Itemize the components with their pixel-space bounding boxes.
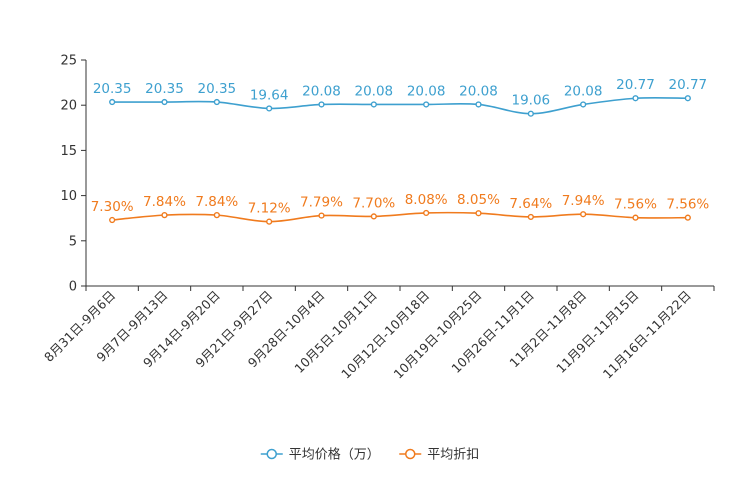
data-point[interactable]	[423, 101, 430, 108]
data-label: 7.84%	[143, 194, 186, 210]
legend-item-1[interactable]: 平均价格（万）	[260, 447, 380, 463]
data-point[interactable]	[161, 212, 168, 219]
legend[interactable]: 平均价格（万） 平均折扣	[260, 447, 480, 463]
x-tick-label: 11月16日-11月22日	[600, 288, 694, 382]
data-point[interactable]	[266, 105, 273, 112]
data-point[interactable]	[684, 95, 691, 102]
x-tick-label: 10月12日-10月18日	[338, 288, 432, 382]
data-point[interactable]	[632, 95, 639, 102]
series-line	[112, 211, 688, 223]
data-label: 20.77	[616, 77, 655, 93]
data-label: 20.08	[407, 83, 446, 99]
legend-marker-icon	[266, 448, 277, 460]
data-point[interactable]	[161, 98, 168, 106]
data-label: 19.06	[512, 93, 551, 109]
data-label: 20.35	[93, 81, 132, 97]
legend-label: 平均价格（万）	[289, 447, 380, 463]
data-label: 8.08%	[405, 192, 448, 208]
y-tick-label: 5	[69, 234, 77, 249]
data-point[interactable]	[580, 211, 587, 218]
x-axis: 8月31日-9月6日9月7日-9月13日9月14日-9月20日9月21日-9月2…	[41, 286, 715, 382]
series-layer: 20.35 20.35 20.35 19.64 20.08 20.08 20.08 20.08…	[91, 77, 709, 225]
data-point[interactable]	[527, 110, 534, 117]
data-point[interactable]	[423, 209, 430, 217]
y-tick-label: 0	[69, 280, 77, 295]
series-line	[112, 96, 688, 115]
data-label: 7.79%	[300, 195, 343, 211]
legend-item-2[interactable]: 平均折扣	[399, 448, 479, 463]
data-label: 20.08	[564, 83, 603, 99]
data-point[interactable]	[109, 216, 116, 224]
data-point[interactable]	[580, 101, 587, 108]
data-point[interactable]	[370, 101, 377, 108]
data-label: 20.77	[669, 77, 708, 93]
data-point[interactable]	[266, 218, 273, 225]
data-point[interactable]	[527, 213, 534, 221]
y-tick-label: 10	[60, 189, 77, 204]
y-tick-label: 15	[60, 144, 77, 159]
y-tick-label: 20	[60, 99, 77, 114]
data-label: 7.94%	[562, 193, 605, 209]
data-point[interactable]	[318, 101, 325, 108]
data-point[interactable]	[318, 212, 325, 219]
x-tick-label: 10月19日-10月25日	[390, 288, 484, 382]
data-label: 7.56%	[614, 197, 657, 213]
data-label: 7.12%	[248, 201, 291, 217]
data-label: 20.08	[355, 83, 394, 99]
data-label: 20.35	[145, 81, 184, 97]
data-point[interactable]	[632, 214, 639, 221]
data-point[interactable]	[109, 98, 116, 106]
data-point[interactable]	[684, 214, 691, 221]
legend-marker-icon	[405, 448, 416, 460]
y-axis: 0 5 10 15 20 25	[60, 54, 86, 295]
data-label: 19.64	[250, 87, 289, 103]
data-point[interactable]	[475, 210, 482, 217]
data-point[interactable]	[370, 213, 377, 220]
data-point[interactable]	[475, 101, 482, 108]
series-2: 7.30% 7.84% 7.84% 7.12% 7.79% 7.70% 8.08% 8.05%…	[91, 192, 709, 225]
data-label: 20.08	[459, 83, 498, 99]
data-label: 7.56%	[666, 197, 709, 213]
series-1: 20.35 20.35 20.35 19.64 20.08 20.08 20.08 20.08…	[93, 77, 708, 117]
data-label: 8.05%	[457, 192, 500, 208]
data-label: 7.84%	[195, 194, 238, 210]
data-point[interactable]	[213, 98, 220, 106]
data-label: 7.30%	[91, 199, 134, 215]
data-label: 7.70%	[352, 195, 395, 211]
y-tick-label: 25	[60, 54, 77, 69]
data-label: 20.08	[302, 83, 341, 99]
legend-label: 平均折扣	[427, 448, 479, 463]
data-point[interactable]	[213, 212, 220, 219]
data-label: 7.64%	[509, 196, 552, 212]
data-label: 20.35	[198, 81, 237, 97]
